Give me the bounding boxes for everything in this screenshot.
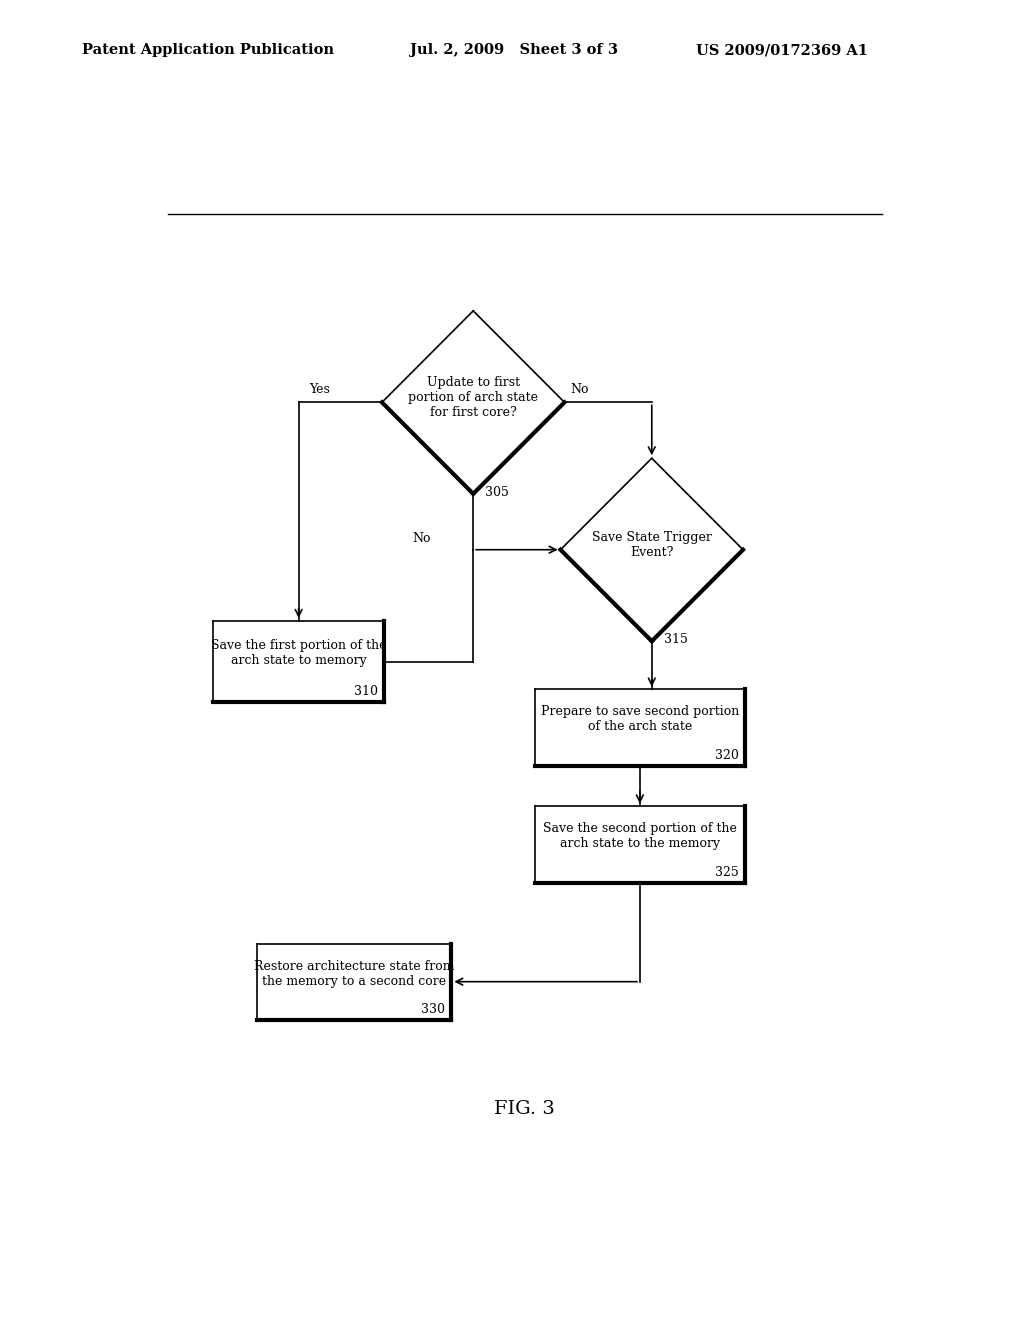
Text: Save State Trigger
Event?: Save State Trigger Event? [592,531,712,558]
Text: Jul. 2, 2009   Sheet 3 of 3: Jul. 2, 2009 Sheet 3 of 3 [410,44,617,57]
Text: Restore architecture state from
the memory to a second core: Restore architecture state from the memo… [254,960,455,987]
Text: Update to first
portion of arch state
for first core?: Update to first portion of arch state fo… [409,376,539,418]
Text: 320: 320 [715,748,738,762]
Text: 330: 330 [421,1003,445,1015]
Text: Prepare to save second portion
of the arch state: Prepare to save second portion of the ar… [541,705,739,734]
Bar [535,689,745,766]
Text: Yes: Yes [309,383,330,396]
Text: Save the first portion of the
arch state to memory: Save the first portion of the arch state… [211,639,386,668]
Bar [257,944,452,1020]
Text: 310: 310 [353,685,378,698]
Polygon shape [560,458,743,642]
Text: US 2009/0172369 A1: US 2009/0172369 A1 [696,44,868,57]
Text: No: No [570,383,590,396]
Text: 305: 305 [485,486,509,499]
Text: No: No [412,532,431,545]
Bar [535,807,745,883]
Text: Patent Application Publication: Patent Application Publication [82,44,334,57]
Polygon shape [382,312,564,494]
Text: Save the second portion of the
arch state to the memory: Save the second portion of the arch stat… [543,822,737,850]
Text: 325: 325 [715,866,738,879]
Text: 315: 315 [664,634,687,645]
Bar [213,620,384,702]
Text: FIG. 3: FIG. 3 [495,1100,555,1118]
